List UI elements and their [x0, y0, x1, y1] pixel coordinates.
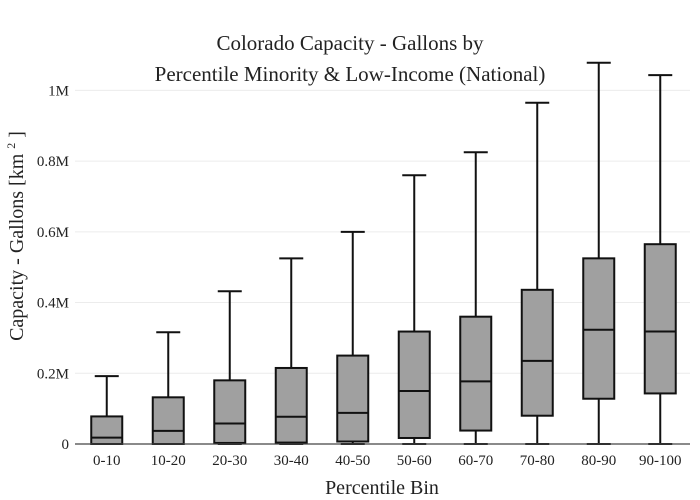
chart-title-line-2: Percentile Minority & Low-Income (Nation… — [155, 62, 546, 86]
x-tick-label-70-80: 70-80 — [520, 453, 555, 469]
interquartile-box-80-90 — [582, 257, 616, 400]
box-50-60 — [397, 174, 431, 445]
x-tick-label-0-10: 0-10 — [93, 453, 121, 469]
interquartile-box-90-100 — [643, 243, 677, 395]
x-axis-ticks: 0-10 10-20 20-30 30-40 40-50 50-60 60-70 70-80 8… — [93, 453, 682, 469]
y-tick-label-0: 0 — [62, 437, 70, 453]
y-axis-title-superscript: 2 — [4, 143, 18, 149]
box-20-30 — [213, 290, 247, 445]
interquartile-box-20-30 — [213, 379, 247, 444]
y-tick-label-5: 1M — [48, 83, 69, 99]
box-series — [90, 61, 677, 446]
x-tick-label-30-40: 30-40 — [274, 453, 309, 469]
interquartile-box-50-60 — [397, 330, 431, 439]
interquartile-box-40-50 — [336, 354, 370, 443]
y-tick-label-2: 0.4M — [37, 296, 69, 312]
x-tick-label-60-70: 60-70 — [458, 453, 493, 469]
interquartile-box-10-20 — [151, 396, 185, 446]
box-30-40 — [274, 257, 308, 445]
x-tick-label-40-50: 40-50 — [335, 453, 370, 469]
x-tick-label-80-90: 80-90 — [581, 453, 616, 469]
x-axis-title: Percentile Bin — [325, 477, 439, 499]
x-tick-label-90-100: 90-100 — [639, 453, 682, 469]
box-0-10 — [90, 375, 124, 445]
box-10-20 — [151, 331, 185, 446]
interquartile-box-0-10 — [90, 415, 124, 445]
y-tick-label-3: 0.6M — [37, 225, 69, 241]
y-axis-title-main: Capacity - Gallons [km — [6, 153, 28, 341]
y-axis-title: Capacity - Gallons [km 2 ] — [0, 131, 28, 341]
x-tick-label-20-30: 20-30 — [212, 453, 247, 469]
interquartile-box-60-70 — [459, 315, 493, 432]
box-40-50 — [336, 230, 370, 445]
box-80-90 — [582, 61, 616, 445]
interquartile-box-30-40 — [274, 366, 308, 444]
interquartile-box-70-80 — [520, 288, 554, 417]
chart-title-line-1: Colorado Capacity - Gallons by — [216, 31, 484, 55]
x-tick-label-50-60: 50-60 — [397, 453, 432, 469]
box-90-100 — [643, 74, 677, 445]
y-tick-label-4: 0.8M — [37, 154, 69, 170]
x-tick-label-10-20: 10-20 — [151, 453, 186, 469]
y-axis-title-suffix: ] — [6, 131, 28, 138]
y-axis-ticks: 0 0.2M 0.4M 0.6M 0.8M 1M — [37, 83, 69, 453]
y-tick-label-1: 0.2M — [37, 366, 69, 382]
